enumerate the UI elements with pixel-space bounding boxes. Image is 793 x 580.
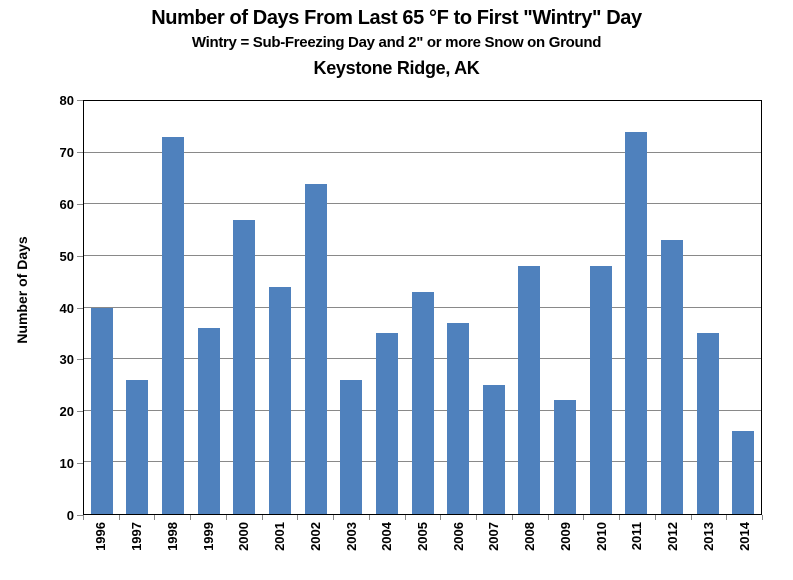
chart-subtitle: Wintry = Sub-Freezing Day and 2" or more… <box>191 34 602 51</box>
bar-2009 <box>554 400 577 514</box>
y-tick-mark <box>77 359 83 361</box>
x-tick-mark <box>225 515 227 520</box>
y-tick-label: 0 <box>66 508 74 523</box>
y-tick-mark <box>77 100 83 101</box>
y-tick-label: 60 <box>59 196 74 212</box>
x-tick-mark <box>511 515 513 520</box>
x-tick-mark <box>654 515 656 520</box>
gridline <box>84 151 761 153</box>
bar-2011 <box>625 131 648 514</box>
x-tick-label: 2014 <box>736 522 752 551</box>
x-tick-label: 1999 <box>200 522 216 551</box>
y-tick-label: 20 <box>59 404 74 420</box>
bar-2013 <box>696 333 719 514</box>
x-tick-mark <box>690 515 692 520</box>
x-tick-label: 1998 <box>164 522 180 551</box>
x-tick-label: 2000 <box>236 522 252 551</box>
x-tick-label: 2011 <box>629 522 645 551</box>
x-tick-label: 2005 <box>415 522 430 551</box>
bar-2001 <box>268 286 291 514</box>
bar-1997 <box>126 379 149 514</box>
y-tick-mark <box>77 411 83 413</box>
bar-2004 <box>375 333 398 514</box>
x-tick-mark <box>476 515 478 520</box>
x-tick-label: 2006 <box>450 522 466 551</box>
x-tick-mark <box>261 515 263 520</box>
bar-2005 <box>411 292 434 514</box>
x-tick-mark <box>726 515 728 520</box>
x-tick-mark <box>619 515 621 520</box>
bar-2007 <box>482 384 505 514</box>
bar-1999 <box>197 328 220 514</box>
bar-2000 <box>233 219 256 514</box>
bar-1996 <box>90 307 113 514</box>
plot-area <box>83 100 762 515</box>
y-axis-title: Number of Days <box>14 236 30 344</box>
bar-2003 <box>340 379 363 514</box>
bar-2002 <box>304 183 327 514</box>
gridline <box>84 254 761 256</box>
bar-2012 <box>660 240 683 514</box>
y-tick-mark <box>77 255 83 257</box>
y-tick-mark <box>77 307 83 309</box>
x-tick-mark <box>333 515 335 520</box>
x-tick-mark <box>440 515 442 520</box>
y-tick-mark <box>77 515 83 516</box>
x-tick-mark <box>583 515 585 520</box>
x-tick-mark <box>154 515 156 520</box>
bar-1998 <box>162 137 185 514</box>
x-tick-mark <box>404 515 406 520</box>
x-tick-mark <box>190 515 192 520</box>
y-tick-label: 80 <box>59 93 74 108</box>
x-tick-mark <box>297 515 299 520</box>
y-tick-label: 50 <box>59 248 74 264</box>
x-tick-mark <box>83 515 84 520</box>
bar-2010 <box>589 266 612 514</box>
x-tick-mark <box>547 515 549 520</box>
y-tick-mark <box>77 463 83 465</box>
bar-2006 <box>447 323 470 514</box>
x-tick-label: 2002 <box>307 522 323 551</box>
x-tick-mark <box>118 515 120 520</box>
x-tick-label: 1996 <box>93 522 109 551</box>
y-tick-mark <box>77 151 83 153</box>
x-tick-label: 2004 <box>379 522 395 551</box>
x-tick-label: 2001 <box>272 522 288 551</box>
bar-2014 <box>732 431 755 514</box>
x-tick-label: 1997 <box>129 522 145 551</box>
y-tick-label: 30 <box>59 352 74 368</box>
x-tick-label: 2008 <box>522 522 538 551</box>
chart-location-title: Keystone Ridge, AK <box>313 58 480 78</box>
x-tick-mark <box>368 515 370 520</box>
gridline <box>84 203 761 205</box>
x-tick-label: 2013 <box>700 522 716 551</box>
x-tick-mark <box>762 515 763 520</box>
y-tick-label: 10 <box>59 456 74 472</box>
x-tick-label: 2012 <box>665 522 681 551</box>
y-tick-label: 70 <box>59 144 74 160</box>
x-tick-label: 2009 <box>557 522 573 551</box>
x-tick-label: 2010 <box>593 522 609 551</box>
bar-2008 <box>518 266 541 514</box>
x-tick-label: 2003 <box>343 522 359 551</box>
chart-title: Number of Days From Last 65 °F to First … <box>151 7 642 29</box>
y-tick-mark <box>77 203 83 205</box>
x-tick-label: 2007 <box>486 522 502 551</box>
y-tick-label: 40 <box>59 300 74 316</box>
